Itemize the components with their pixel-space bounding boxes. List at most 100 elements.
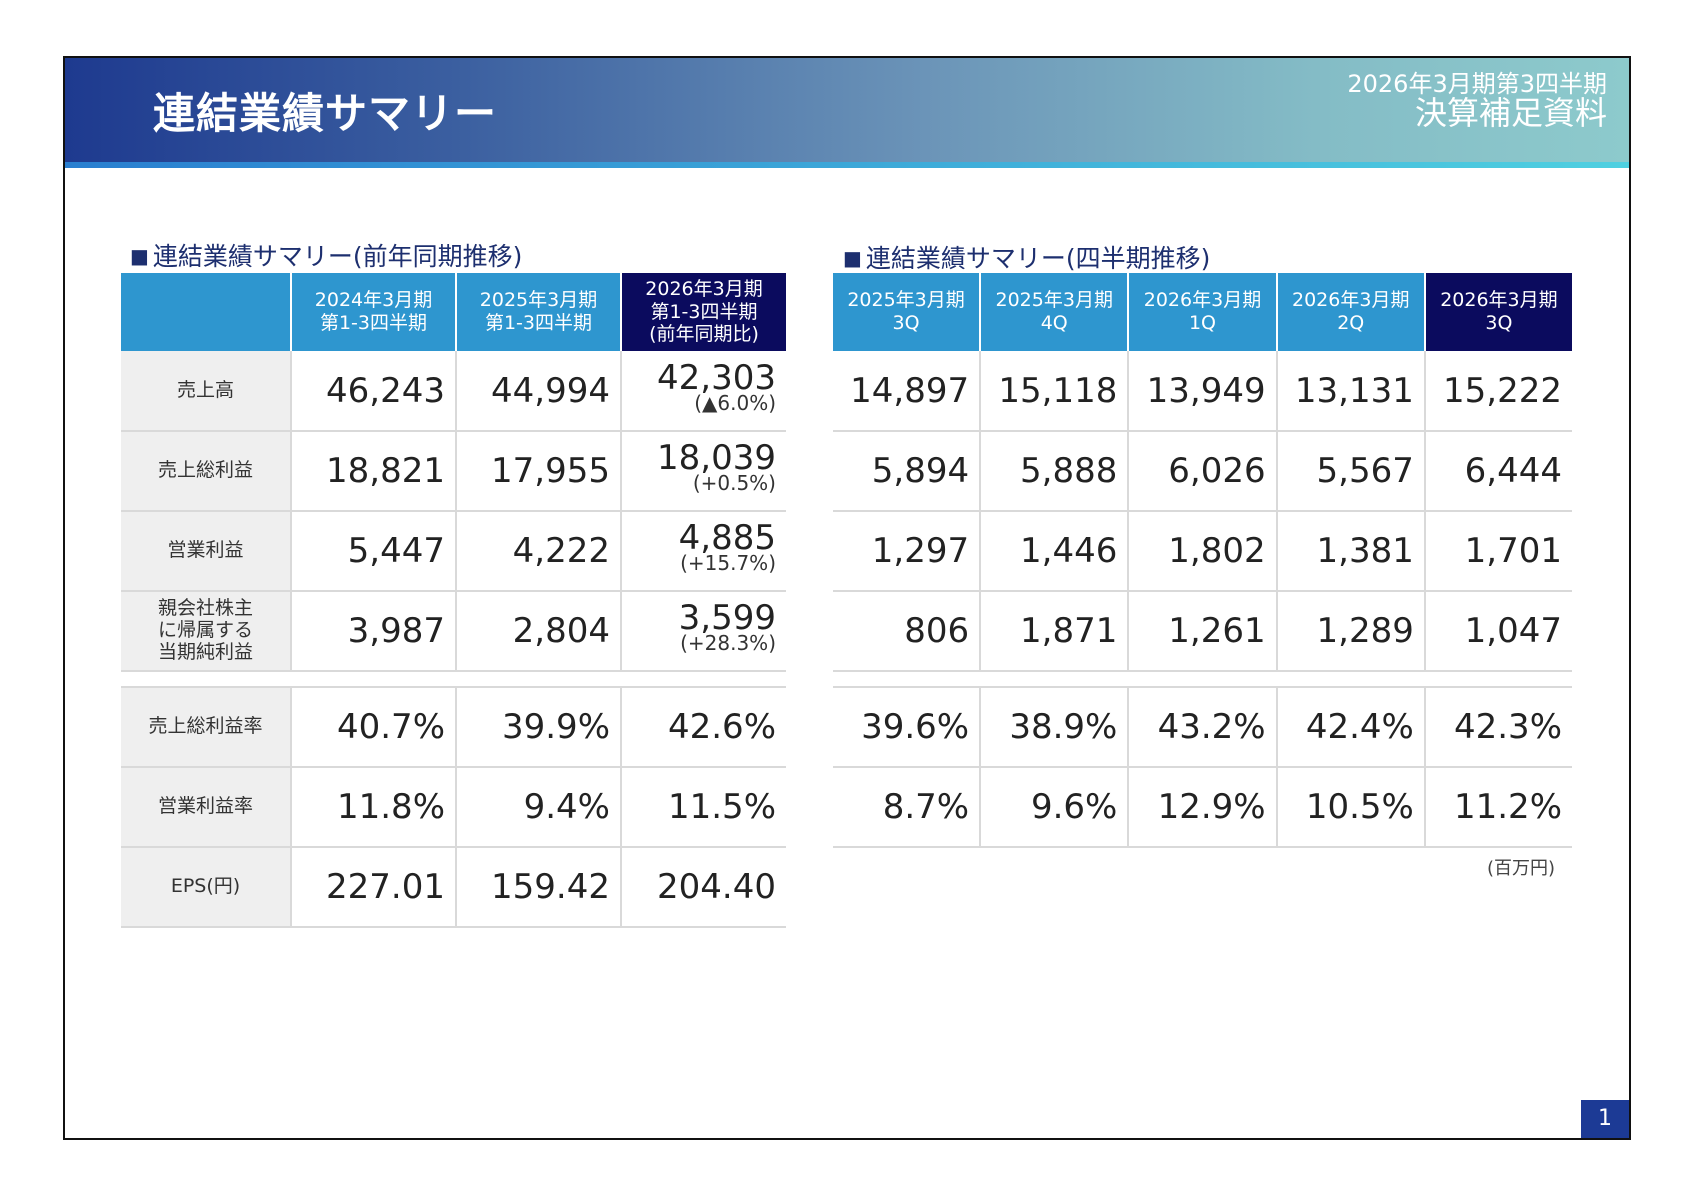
yoy-change: (▲6.0%) [694, 390, 776, 415]
right-section-title: 連結業績サマリー(四半期推移) [843, 239, 1211, 275]
yoy-change: (+0.5%) [692, 471, 776, 495]
doc-subtitle: 2026年3月期第3四半期 決算補足資料 [1347, 70, 1607, 133]
spacer [621, 671, 786, 688]
row-label: 営業利益率 [121, 767, 291, 848]
column-header: 2026年3月期 3Q [1423, 273, 1572, 351]
doc-label: 決算補足資料 [1414, 94, 1607, 133]
cell-value: 11.8% [290, 767, 456, 848]
cell-value: 44,994 [455, 351, 621, 432]
spacer [121, 671, 291, 688]
yoy-table: 2024年3月期 第1-3四半期 2025年3月期 第1-3四半期 2026年3月期… [121, 273, 786, 928]
cell-value: 42,303 (▲6.0%) [620, 351, 786, 432]
cell-value: 38.9% [979, 687, 1129, 768]
page-title: 連結業績サマリー [153, 89, 498, 138]
cell-value: 43.2% [1127, 687, 1277, 768]
row-label: 売上総利益 [121, 431, 291, 512]
table-row: 営業利益 5,447 4,222 4,885 (+15.7%) [121, 511, 786, 592]
column-header: 2025年3月期 第1-3四半期 [455, 273, 621, 351]
row-label: 親会社株主 に帰属する 当期純利益 [121, 591, 291, 672]
table-row: 営業利益率 11.8% 9.4% 11.5% [121, 767, 786, 848]
yoy-change: (+15.7%) [680, 551, 776, 575]
cell-value: 3,987 [290, 591, 456, 672]
column-header: 2025年3月期 4Q [979, 273, 1129, 351]
column-header: 2025年3月期 3Q [833, 273, 981, 351]
cell-value: 15,118 [979, 351, 1129, 432]
spacer [833, 671, 981, 688]
spacer-row [833, 671, 1572, 688]
quarterly-table: 2025年3月期 3Q 2025年3月期 4Q 2026年3月期 1Q 2026年3月… [833, 273, 1572, 848]
column-header: 2026年3月期 1Q [1127, 273, 1277, 351]
cell-value: 5,567 [1275, 431, 1425, 512]
cell-value: 1,297 [833, 511, 981, 592]
cell-value: 1,871 [979, 591, 1129, 672]
cell-value: 159.42 [455, 847, 621, 928]
spacer-row [121, 671, 786, 688]
cell-value: 11.2% [1423, 767, 1572, 848]
spacer [1424, 671, 1572, 688]
cell-value: 1,289 [1275, 591, 1425, 672]
cell-value: 40.7% [290, 687, 456, 768]
cell-value: 6,444 [1423, 431, 1572, 512]
period-label: 2026年3月期第3四半期 [1347, 70, 1607, 98]
spacer [1276, 671, 1425, 688]
cell-value: 227.01 [290, 847, 456, 928]
spacer [291, 671, 456, 688]
cell-value: 2,804 [455, 591, 621, 672]
header-underline [65, 162, 1629, 168]
cell-value: 18,821 [290, 431, 456, 512]
cell-value: 3,599 (+28.3%) [620, 591, 786, 672]
row-label: 売上総利益率 [121, 687, 291, 768]
cell-value: 1,261 [1127, 591, 1277, 672]
cell-value: 17,955 [455, 431, 621, 512]
yoy-change: (+28.3%) [680, 631, 776, 655]
cell-value: 806 [833, 591, 981, 672]
column-header: 2026年3月期 2Q [1275, 273, 1425, 351]
cell-value: 8.7% [833, 767, 981, 848]
value: 42,303 [657, 357, 776, 398]
cell-value: 42.3% [1423, 687, 1572, 768]
cell-value: 42.4% [1275, 687, 1425, 768]
header-band: 連結業績サマリー 2026年3月期第3四半期 決算補足資料 [65, 58, 1629, 162]
header-row: 2025年3月期 3Q 2025年3月期 4Q 2026年3月期 1Q 2026年3月… [833, 273, 1572, 351]
corner-header [121, 273, 291, 351]
cell-value: 9.6% [979, 767, 1129, 848]
cell-value: 13,949 [1127, 351, 1277, 432]
row-label: 売上高 [121, 351, 291, 432]
cell-value: 1,802 [1127, 511, 1277, 592]
spacer [1128, 671, 1277, 688]
table-row: 1,297 1,446 1,802 1,381 1,701 [833, 511, 1572, 592]
table-row: 売上総利益率 40.7% 39.9% 42.6% [121, 687, 786, 768]
column-header: 2024年3月期 第1-3四半期 [290, 273, 456, 351]
row-label: 営業利益 [121, 511, 291, 592]
table-row: 売上高 46,243 44,994 42,303 (▲6.0%) [121, 351, 786, 432]
table-row: 親会社株主 に帰属する 当期純利益 3,987 2,804 3,599 (+28.3%) [121, 591, 786, 672]
cell-value: 14,897 [833, 351, 981, 432]
spacer [456, 671, 621, 688]
row-label: EPS(円) [121, 847, 291, 928]
table-row: 806 1,871 1,261 1,289 1,047 [833, 591, 1572, 672]
cell-value: 42.6% [620, 687, 786, 768]
cell-value: 1,047 [1423, 591, 1572, 672]
table-row: 売上総利益 18,821 17,955 18,039 (+0.5%) [121, 431, 786, 512]
left-section-title: 連結業績サマリー(前年同期推移) [130, 237, 523, 273]
unit-label: (百万円) [1487, 858, 1556, 879]
cell-value: 1,381 [1275, 511, 1425, 592]
cell-value: 4,222 [455, 511, 621, 592]
value: 4,885 [678, 518, 776, 558]
cell-value: 1,446 [979, 511, 1129, 592]
cell-value: 46,243 [290, 351, 456, 432]
cell-value: 39.6% [833, 687, 981, 768]
cell-value: 204.40 [620, 847, 786, 928]
header-row: 2024年3月期 第1-3四半期 2025年3月期 第1-3四半期 2026年3月期… [121, 273, 786, 351]
spacer [980, 671, 1129, 688]
cell-value: 5,447 [290, 511, 456, 592]
cell-value: 18,039 (+0.5%) [620, 431, 786, 512]
table-row: 14,897 15,118 13,949 13,131 15,222 [833, 351, 1572, 432]
table-row: 8.7% 9.6% 12.9% 10.5% 11.2% [833, 767, 1572, 848]
cell-value: 9.4% [455, 767, 621, 848]
cell-value: 6,026 [1127, 431, 1277, 512]
table-row: 5,894 5,888 6,026 5,567 6,444 [833, 431, 1572, 512]
cell-value: 5,894 [833, 431, 981, 512]
cell-value: 1,701 [1423, 511, 1572, 592]
cell-value: 11.5% [620, 767, 786, 848]
